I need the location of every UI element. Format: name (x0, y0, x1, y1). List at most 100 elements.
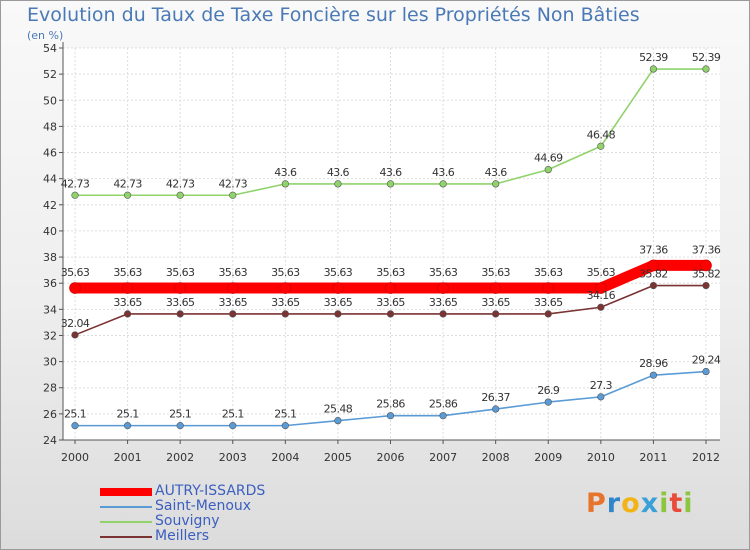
data-label: 33.65 (429, 296, 458, 309)
data-point (439, 412, 447, 420)
data-label: 46.48 (587, 128, 616, 141)
x-tick-label: 2006 (377, 451, 405, 464)
data-label: 25.1 (222, 408, 244, 421)
y-tick-label: 30 (43, 356, 57, 369)
y-tick-label: 24 (43, 434, 57, 447)
data-label: 33.65 (481, 296, 510, 309)
data-label: 42.73 (61, 177, 90, 190)
legend-label: AUTRY-ISSARDS (155, 483, 266, 499)
data-label: 52.39 (639, 51, 668, 64)
labels-saint-menoux: 25.1 25.1 25.1 25.1 25.1 25.48 25.86 25.86 26.37… (64, 354, 721, 421)
legend-item-autry-issards: AUTRY-ISSARDS (100, 483, 320, 500)
data-point (176, 310, 184, 318)
legend-label: Souvigny (155, 513, 220, 529)
x-tick-label: 2002 (166, 451, 194, 464)
data-label: 33.65 (166, 296, 195, 309)
y-tick-label: 26 (43, 408, 57, 421)
y-tick-label: 46 (43, 147, 57, 160)
y-tick-label: 38 (43, 251, 57, 264)
data-label: 29.24 (692, 354, 721, 367)
data-label: 25.86 (429, 398, 458, 411)
series-saint-menoux (71, 367, 710, 430)
x-tick-label: 2007 (429, 451, 457, 464)
data-point (71, 331, 79, 339)
data-label: 35.63 (481, 266, 510, 279)
data-point (702, 281, 710, 290)
data-label: 33.65 (113, 296, 142, 309)
data-point (174, 282, 186, 294)
data-point (439, 180, 447, 188)
data-label: 26.37 (481, 391, 510, 404)
data-label: 52.39 (692, 51, 721, 64)
data-label: 35.82 (692, 268, 721, 281)
data-label: 33.65 (534, 296, 563, 309)
data-label: 35.63 (166, 266, 195, 279)
data-label: 44.69 (534, 152, 563, 165)
series-autry-issards (69, 259, 712, 294)
data-label: 25.1 (64, 408, 86, 421)
y-tick-label: 54 (43, 42, 57, 55)
data-label: 25.1 (274, 408, 296, 421)
data-point (71, 191, 79, 199)
data-point (649, 371, 658, 379)
x-tick-label: 2008 (482, 451, 510, 464)
data-point (597, 393, 605, 401)
legend-swatch (100, 506, 152, 508)
x-tick-label: 2000 (61, 451, 89, 464)
y-tick-label: 48 (43, 120, 57, 133)
data-point (229, 191, 237, 199)
plot-area (63, 48, 720, 440)
legend-swatch (100, 488, 152, 496)
y-unit-label: (en %) (27, 29, 64, 42)
data-point (647, 259, 660, 272)
data-label: 37.36 (692, 243, 721, 256)
data-label: 35.63 (324, 266, 353, 279)
data-point (176, 422, 184, 430)
data-point (649, 281, 658, 290)
labels-souvigny: 42.73 42.73 42.73 42.73 43.6 43.6 43.6 43.6 43.6… (61, 51, 722, 190)
data-label: 42.73 (113, 177, 142, 190)
data-label: 35.82 (639, 268, 668, 281)
data-label: 37.36 (639, 243, 668, 256)
y-tick-label: 36 (43, 277, 57, 290)
data-label: 43.6 (379, 166, 402, 179)
y-tick-label: 34 (43, 303, 57, 316)
y-tick-label: 50 (43, 94, 57, 107)
data-point (437, 282, 449, 294)
data-label: 33.65 (219, 296, 248, 309)
data-point (226, 282, 239, 294)
data-point (542, 282, 555, 294)
data-point (439, 310, 447, 318)
data-point (544, 398, 552, 406)
data-label: 35.63 (113, 266, 142, 279)
data-point (123, 310, 132, 318)
data-point (334, 310, 342, 318)
data-label: 25.1 (117, 408, 139, 421)
x-tick-label: 2005 (324, 451, 352, 464)
data-label: 28.96 (639, 357, 668, 370)
data-point (123, 422, 132, 430)
data-point (334, 417, 342, 425)
data-point (544, 310, 552, 318)
data-point (71, 422, 79, 430)
data-label: 25.86 (376, 398, 405, 411)
x-tick-label: 2011 (639, 451, 667, 464)
y-tick-label: 52 (43, 68, 57, 81)
data-point (279, 282, 292, 294)
x-tick-label: 2010 (587, 451, 615, 464)
series-meillers (71, 281, 710, 339)
legend-label: Meillers (155, 528, 210, 544)
data-label: 32.04 (61, 317, 90, 330)
data-point (386, 310, 395, 318)
data-label: 33.65 (271, 296, 300, 309)
data-point (492, 180, 500, 188)
data-label: 43.6 (327, 166, 350, 179)
labels-meillers: 32.04 33.65 33.65 33.65 33.65 33.65 33.65 33.65… (61, 268, 721, 330)
legend-item-meillers: Meillers (100, 528, 320, 545)
data-label: 42.73 (166, 177, 195, 190)
legend: AUTRY-ISSARDS Saint-Menoux Souvigny Meiller… (100, 483, 320, 545)
legend-swatch (100, 536, 152, 538)
data-point (69, 282, 81, 294)
y-tick-label: 40 (43, 225, 57, 238)
